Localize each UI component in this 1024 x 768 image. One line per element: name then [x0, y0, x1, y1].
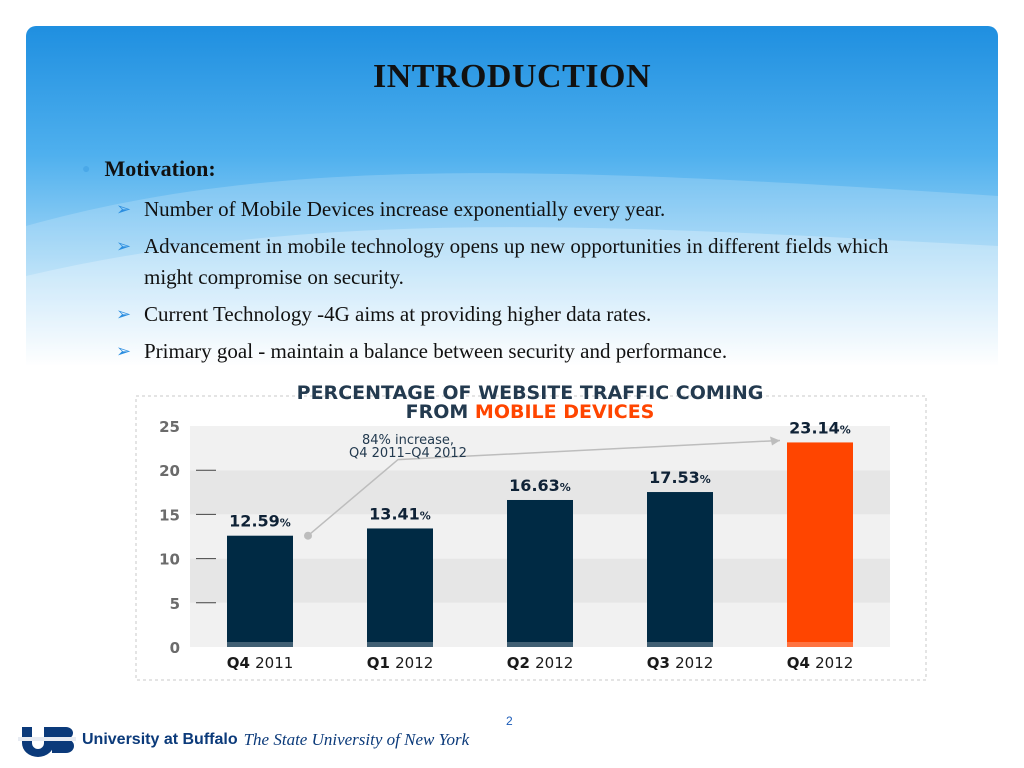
bar: [647, 492, 713, 647]
bar-base-shade: [787, 642, 853, 647]
y-tick-label: 15: [159, 506, 180, 524]
x-tick-label: Q1 2012: [367, 654, 434, 672]
bar: [367, 528, 433, 647]
page-number: 2: [506, 714, 513, 728]
arrow-bullet-icon: ➢: [116, 236, 132, 256]
y-tick-label: 5: [170, 595, 180, 613]
list-item: ➢ Current Technology -4G aims at providin…: [116, 299, 936, 330]
y-tick-label: 0: [170, 639, 180, 657]
bar: [787, 442, 853, 647]
data-label: 16.63%: [509, 476, 571, 495]
data-label: 12.59%: [229, 512, 291, 531]
annotation-arrow: [307, 439, 781, 537]
motivation-heading: ● Motivation:: [82, 156, 216, 182]
y-tick-label: 20: [159, 462, 180, 480]
x-tick-label: Q4 2011: [227, 654, 294, 672]
bullet-list: ➢ Number of Mobile Devices increase expon…: [116, 194, 936, 373]
footer: University at Buffalo The State Universi…: [18, 722, 469, 758]
list-item: ➢ Primary goal - maintain a balance betwe…: [116, 336, 936, 367]
suny-name: The State University of New York: [243, 730, 470, 749]
arrow-bullet-icon: ➢: [116, 304, 132, 324]
chart-title-accent: MOBILE DEVICES: [475, 401, 654, 423]
chart-frame: [135, 395, 927, 681]
grid-band: [190, 470, 890, 515]
bar-base-shade: [507, 642, 573, 647]
banner-wave-decoration: [26, 173, 998, 366]
x-tick-label: Q4 2012: [787, 654, 854, 672]
arrow-bullet-icon: ➢: [116, 341, 132, 361]
bullet-text: Primary goal - maintain a balance betwee…: [144, 339, 728, 363]
list-item: ➢ Number of Mobile Devices increase expon…: [116, 194, 936, 225]
bar-base-shade: [227, 642, 293, 647]
data-label: 17.53%: [649, 468, 711, 487]
grid-band: [190, 602, 890, 647]
data-label: 23.14%: [789, 418, 851, 437]
list-item: ➢ Advancement in mobile technology opens …: [116, 231, 936, 293]
arrow-bullet-icon: ➢: [116, 199, 132, 219]
x-tick-label: Q2 2012: [507, 654, 574, 672]
grid-band: [190, 426, 890, 471]
x-tick-label: Q3 2012: [647, 654, 714, 672]
chart-title-prefix: FROM: [406, 401, 469, 423]
annotation-arrowhead: [770, 436, 780, 446]
data-label: 13.41%: [369, 504, 431, 523]
bullet-dot-icon: ●: [82, 162, 91, 177]
grid-band: [190, 514, 890, 559]
bullet-text: Current Technology -4G aims at providing…: [144, 302, 652, 326]
university-name: University at Buffalo: [82, 731, 238, 748]
motivation-label: Motivation:: [104, 156, 216, 181]
bar: [507, 499, 573, 647]
annotation-label-line2: Q4 2011–Q4 2012: [349, 446, 467, 461]
bar: [227, 535, 293, 647]
chart-title-line2: FROM MOBILE DEVICES: [406, 401, 655, 423]
bullet-text: Number of Mobile Devices increase expone…: [144, 197, 666, 221]
y-tick-label: 25: [159, 418, 180, 436]
page-title: INTRODUCTION: [372, 58, 652, 95]
chart-title-line1: PERCENTAGE OF WEBSITE TRAFFIC COMING: [297, 382, 764, 404]
annotation-dot: [304, 531, 312, 540]
y-tick-label: 10: [159, 551, 180, 569]
bar-base-shade: [647, 642, 713, 647]
bar-base-shade: [367, 642, 433, 647]
annotation-label-line1: 84% increase,: [362, 433, 454, 448]
header-banner: [26, 26, 998, 366]
bullet-text: Advancement in mobile technology opens u…: [144, 234, 889, 289]
ub-logo-icon: [18, 727, 76, 757]
grid-band: [190, 558, 890, 603]
